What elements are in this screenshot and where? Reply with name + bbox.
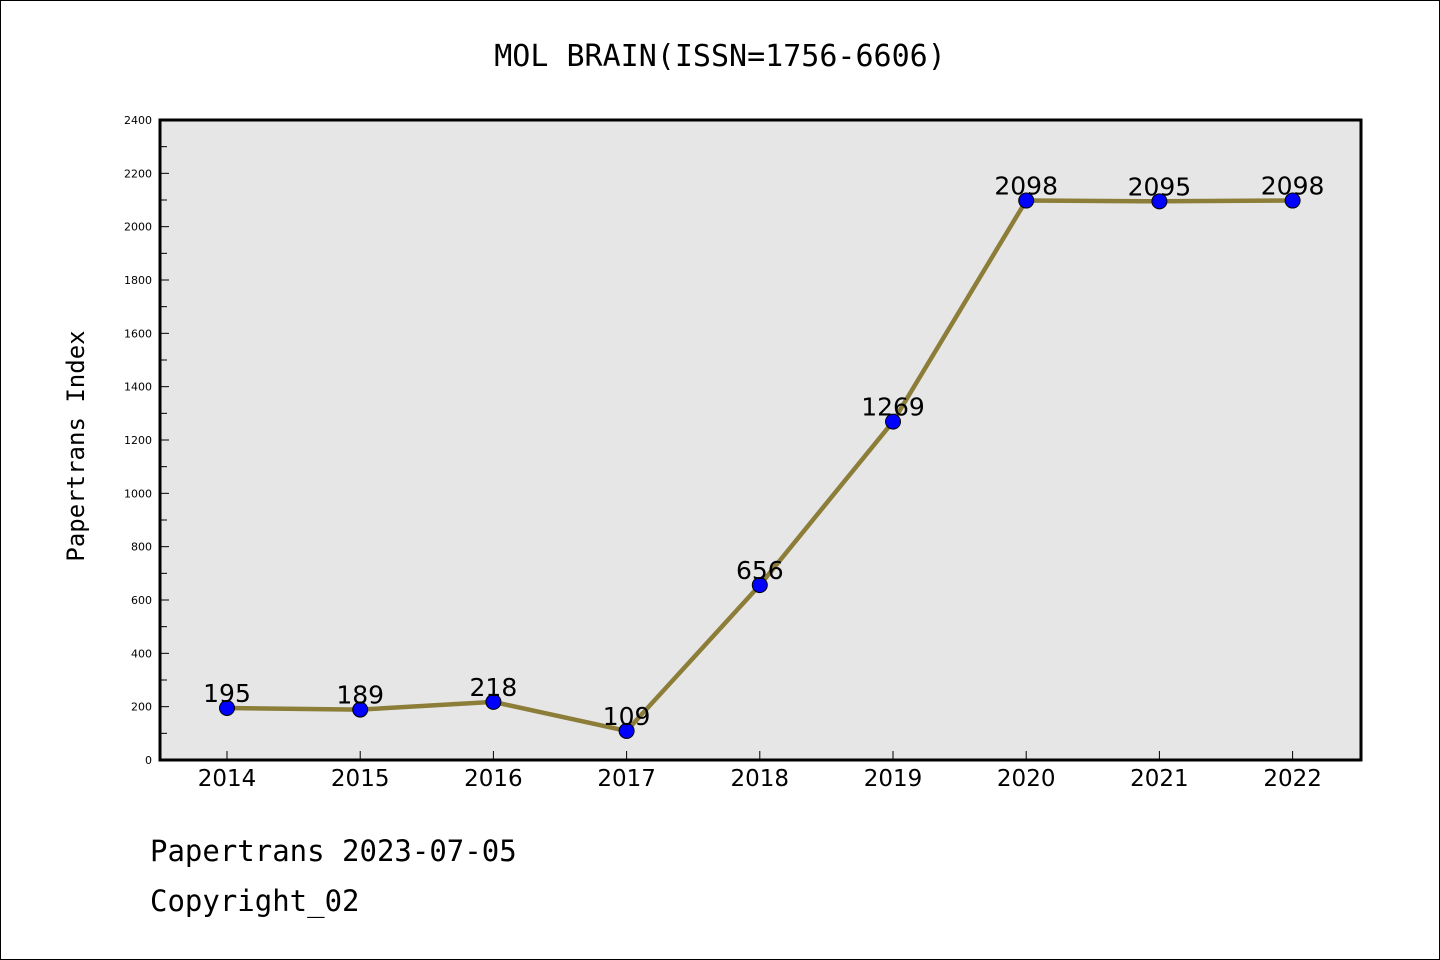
data-label: 218 [470,673,518,702]
x-tick-label: 2020 [997,766,1056,792]
x-tick-label: 2016 [464,766,523,792]
data-label: 2098 [1261,172,1325,201]
data-label: 189 [336,681,384,710]
data-label: 2098 [994,172,1058,201]
y-tick-label: 200 [131,701,152,714]
y-tick-label: 1200 [124,434,152,447]
y-tick-label: 1000 [124,487,152,500]
data-point [1284,192,1301,209]
x-tick-label: 2014 [198,766,257,792]
plot-area [160,120,1361,760]
y-tick-label: 400 [131,647,152,660]
data-point [885,413,901,430]
data-label: 2095 [1128,172,1192,201]
data-point [352,701,369,718]
x-tick-label: 2019 [864,766,923,792]
x-tick-label: 2021 [1130,766,1189,792]
y-tick-label: 2200 [124,167,152,180]
x-tick-label: 2015 [331,766,390,792]
y-tick-label: 2000 [124,221,152,234]
plot-border [158,118,1363,762]
footer-copyright: Copyright_02 [150,884,360,918]
data-point [485,693,502,710]
data-label: 195 [203,679,251,708]
y-tick-label: 1800 [124,274,152,287]
y-tick-label: 2400 [124,114,152,127]
data-point [219,700,235,716]
data-point [1018,192,1035,209]
x-axis: 2014 2015 2016 2017 2018 2019 2020 2021 2022 [198,751,1322,792]
y-tick-label: 800 [131,541,152,554]
y-tick-label: 1400 [124,381,152,394]
chart-title: MOL BRAIN(ISSN=1756-6606) [494,39,946,74]
y-axis-label: Papertrans Index [62,330,90,561]
data-point [751,577,768,594]
data-label: 109 [603,702,651,731]
x-tick-label: 2017 [597,766,656,792]
y-tick-label: 0 [145,754,152,767]
data-point [618,722,635,739]
y-tick-label: 1600 [124,327,152,340]
data-labels: 195 189 218 109 656 1269 2098 2095 2098 [203,172,1324,731]
footer-date: Papertrans 2023-07-05 [150,834,517,868]
y-tick-label: 600 [131,594,152,607]
series [219,192,1301,739]
data-point [1151,193,1168,210]
data-label: 1269 [861,393,925,422]
data-label: 656 [736,556,784,585]
x-tick-label: 2018 [731,766,790,792]
x-tick-label: 2022 [1263,766,1322,792]
